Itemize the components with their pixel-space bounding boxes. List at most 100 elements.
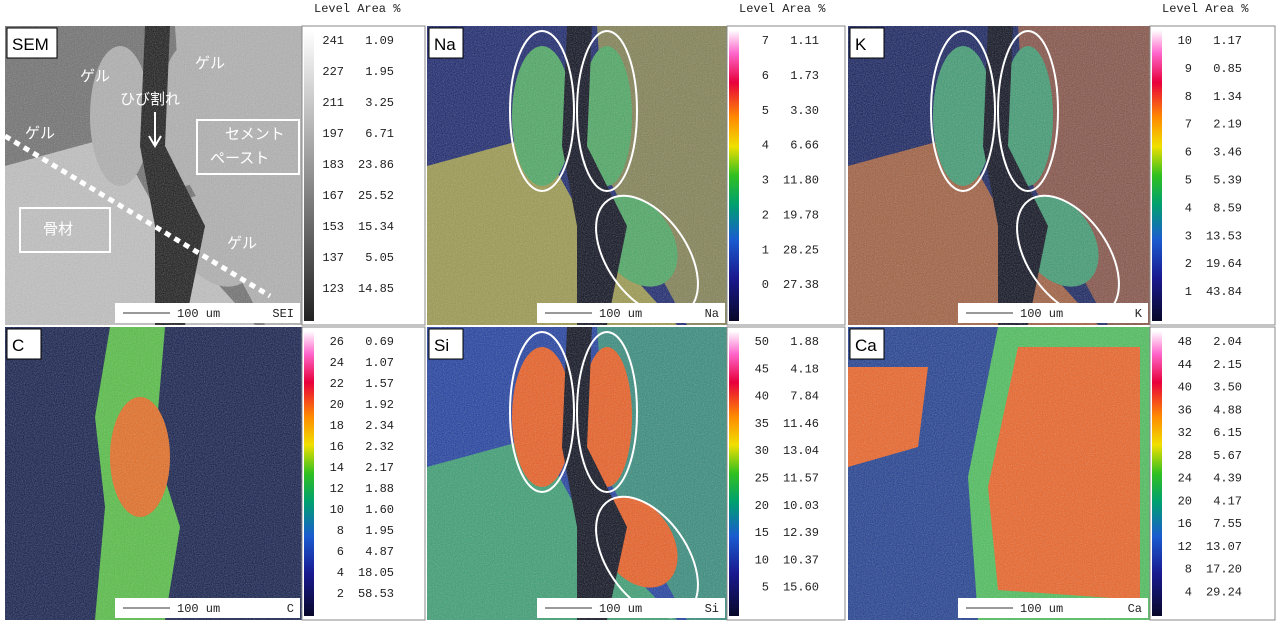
annotation: ゲル (80, 67, 110, 85)
scale-label: 100 um (177, 307, 220, 321)
legend-area: 3.30 (790, 104, 819, 118)
legend-level: 2 (1185, 257, 1192, 271)
legend-area: 1.57 (365, 377, 394, 391)
legend-area: 1.88 (790, 335, 819, 349)
legend-area: 4.87 (365, 545, 394, 559)
legend-level: 153 (322, 220, 344, 234)
legend-area: 0.85 (1213, 62, 1242, 76)
texture (427, 327, 727, 620)
legend-level: 35 (755, 417, 769, 431)
legend-level: 16 (1178, 517, 1192, 531)
signal-label: Ca (1128, 602, 1142, 616)
legend-level: 8 (337, 524, 344, 538)
legend-level: 44 (1178, 358, 1192, 372)
panel-label: SEM (12, 35, 49, 54)
legend-level: 2 (762, 208, 769, 222)
legend-area: 5.05 (365, 251, 394, 265)
legend-level: 4 (762, 139, 769, 153)
legend-level: 3 (762, 174, 769, 188)
panel-label: K (855, 35, 867, 54)
legend-area: 1.07 (365, 356, 394, 370)
legend-area: 27.38 (783, 278, 819, 292)
legend-level: 7 (762, 34, 769, 48)
legend-area: 0.69 (365, 335, 394, 349)
legend-level: 10 (330, 503, 344, 517)
texture (427, 26, 727, 325)
signal-label: SEI (272, 307, 294, 321)
legend-level: 30 (755, 444, 769, 458)
scale-label: 100 um (599, 307, 642, 321)
legend-level: 48 (1178, 335, 1192, 349)
scale-label: 100 um (1020, 307, 1063, 321)
legend-level: 40 (1178, 381, 1192, 395)
legend-area: 7.55 (1213, 517, 1242, 531)
annotation: 骨材 (43, 220, 73, 238)
legend-area: 10.03 (783, 499, 819, 513)
legend-area: 4.39 (1213, 472, 1242, 486)
legend-level: 211 (322, 96, 344, 110)
legend-level: 26 (330, 335, 344, 349)
legend-area: 1.92 (365, 398, 394, 412)
legend-area: 15.60 (783, 581, 819, 595)
map-image (5, 26, 302, 325)
legend-level: 25 (755, 472, 769, 486)
legend-level: 45 (755, 362, 769, 376)
legend-level: 28 (1178, 449, 1192, 463)
legend-header: Level Area % (314, 2, 401, 16)
legend-area: 12.39 (783, 526, 819, 540)
legend-level: 4 (1185, 585, 1192, 599)
panel: C100 umC260.69241.07221.57201.92182.3416… (5, 327, 425, 620)
signal-label: C (287, 602, 294, 616)
texture (848, 26, 1150, 325)
legend-area: 6.71 (365, 127, 394, 141)
legend-area: 1.60 (365, 503, 394, 517)
legend-level: 6 (337, 545, 344, 559)
legend-area: 1.95 (365, 65, 394, 79)
legend-level: 9 (1185, 62, 1192, 76)
texture (848, 327, 1150, 620)
legend-area: 1.09 (365, 34, 394, 48)
scale-label: 100 um (177, 602, 220, 616)
legend-area: 1.17 (1213, 34, 1242, 48)
legend-area: 28.25 (783, 243, 819, 257)
legend-area: 2.04 (1213, 335, 1242, 349)
legend-level: 24 (1178, 472, 1192, 486)
map-image (848, 26, 1150, 335)
legend-level: 8 (1185, 90, 1192, 104)
legend-area: 2.19 (1213, 118, 1242, 132)
scale-label: 100 um (1020, 602, 1063, 616)
legend-level: 5 (762, 581, 769, 595)
legend-area: 11.80 (783, 174, 819, 188)
map-image (848, 327, 1150, 620)
legend-area: 19.78 (783, 208, 819, 222)
legend-level: 32 (1178, 426, 1192, 440)
annotation: ペースト (210, 149, 269, 167)
legend-area: 14.85 (358, 282, 394, 296)
legend-area: 4.88 (1213, 403, 1242, 417)
color-bar (729, 30, 739, 321)
legend-level: 167 (322, 189, 344, 203)
legend-level: 2 (337, 587, 344, 601)
annotation: ひび割れ (120, 90, 180, 108)
legend-area: 15.34 (358, 220, 394, 234)
legend-level: 6 (762, 69, 769, 83)
legend-level: 50 (755, 335, 769, 349)
map-image (5, 327, 302, 620)
legend-header: Level Area % (1162, 2, 1249, 16)
legend-level: 18 (330, 419, 344, 433)
legend-area: 3.50 (1213, 381, 1242, 395)
color-bar (1152, 331, 1162, 616)
legend-area: 19.64 (1206, 257, 1242, 271)
legend-area: 58.53 (358, 587, 394, 601)
map-image (427, 26, 727, 335)
legend-level: 12 (330, 482, 344, 496)
signal-label: Na (705, 307, 719, 321)
legend-level: 22 (330, 377, 344, 391)
legend-area: 3.46 (1213, 146, 1242, 160)
texture (5, 327, 302, 620)
legend-area: 2.32 (365, 440, 394, 454)
legend-level: 4 (337, 566, 344, 580)
legend-level: 16 (330, 440, 344, 454)
